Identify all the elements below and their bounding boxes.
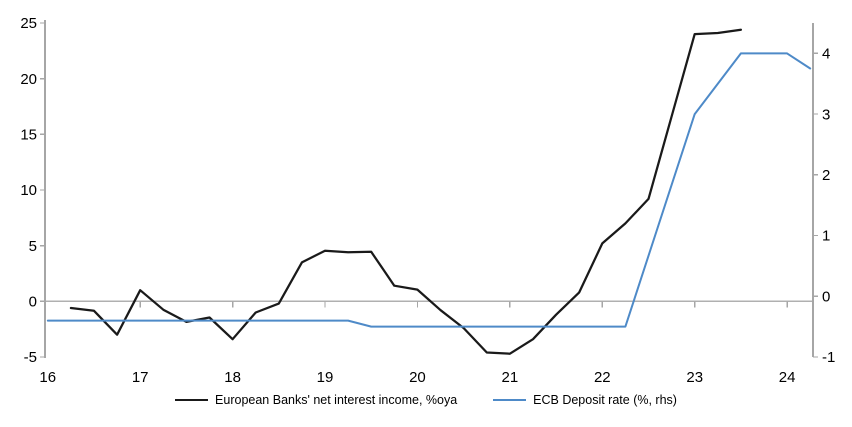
series-line-net-interest-income	[69, 28, 743, 355]
left-axis-tick-label: 20	[20, 71, 37, 88]
right-axis-tick-label: 3	[822, 106, 830, 123]
chart-legend: European Banks' net interest income, %oy…	[0, 393, 852, 407]
right-axis-tick-label: 2	[822, 167, 830, 184]
left-axis-tick-label: 10	[20, 182, 37, 199]
right-axis-tick-label: 1	[822, 228, 830, 245]
left-axis-tick-label: 15	[20, 127, 37, 144]
x-axis-tick-label: 20	[409, 369, 426, 386]
left-axis-tick-label: -5	[24, 349, 37, 366]
legend-label-net-interest-income: European Banks' net interest income, %oy…	[215, 393, 458, 407]
left-axis-tick-label: 0	[29, 294, 37, 311]
x-axis-tick-label: 19	[317, 369, 334, 386]
x-axis-tick-label: 16	[39, 369, 56, 386]
x-axis-tick-label: 21	[502, 369, 519, 386]
x-axis-tick-label: 17	[132, 369, 149, 386]
right-axis: 4 3 2 1 0 -1	[812, 23, 835, 366]
x-axis-tick-label: 24	[779, 369, 796, 386]
right-axis-tick-label: 0	[822, 288, 830, 305]
left-axis-tick-label: 25	[20, 15, 37, 32]
legend-item-ecb-deposit-rate: ECB Deposit rate (%, rhs)	[493, 393, 677, 407]
x-axis-tick-label: 23	[686, 369, 703, 386]
right-axis-tick-label: 4	[822, 46, 830, 63]
legend-label-ecb-deposit-rate: ECB Deposit rate (%, rhs)	[533, 393, 677, 407]
left-axis-tick-label: 5	[29, 238, 37, 255]
black-line-swatch-icon	[175, 399, 209, 401]
blue-line-swatch-icon	[493, 399, 527, 401]
x-axis-tick-label: 22	[594, 369, 611, 386]
legend-item-net-interest-income: European Banks' net interest income, %oy…	[175, 393, 457, 407]
left-axis: 25 20 15 10 5 0 -5	[20, 15, 46, 366]
series-line-ecb-deposit-rate	[46, 52, 812, 328]
right-axis-tick-label: -1	[822, 349, 835, 366]
x-axis-labels: 16 17 18 19 20 21 22 23 24	[39, 369, 795, 386]
x-axis-tick-label: 18	[224, 369, 241, 386]
